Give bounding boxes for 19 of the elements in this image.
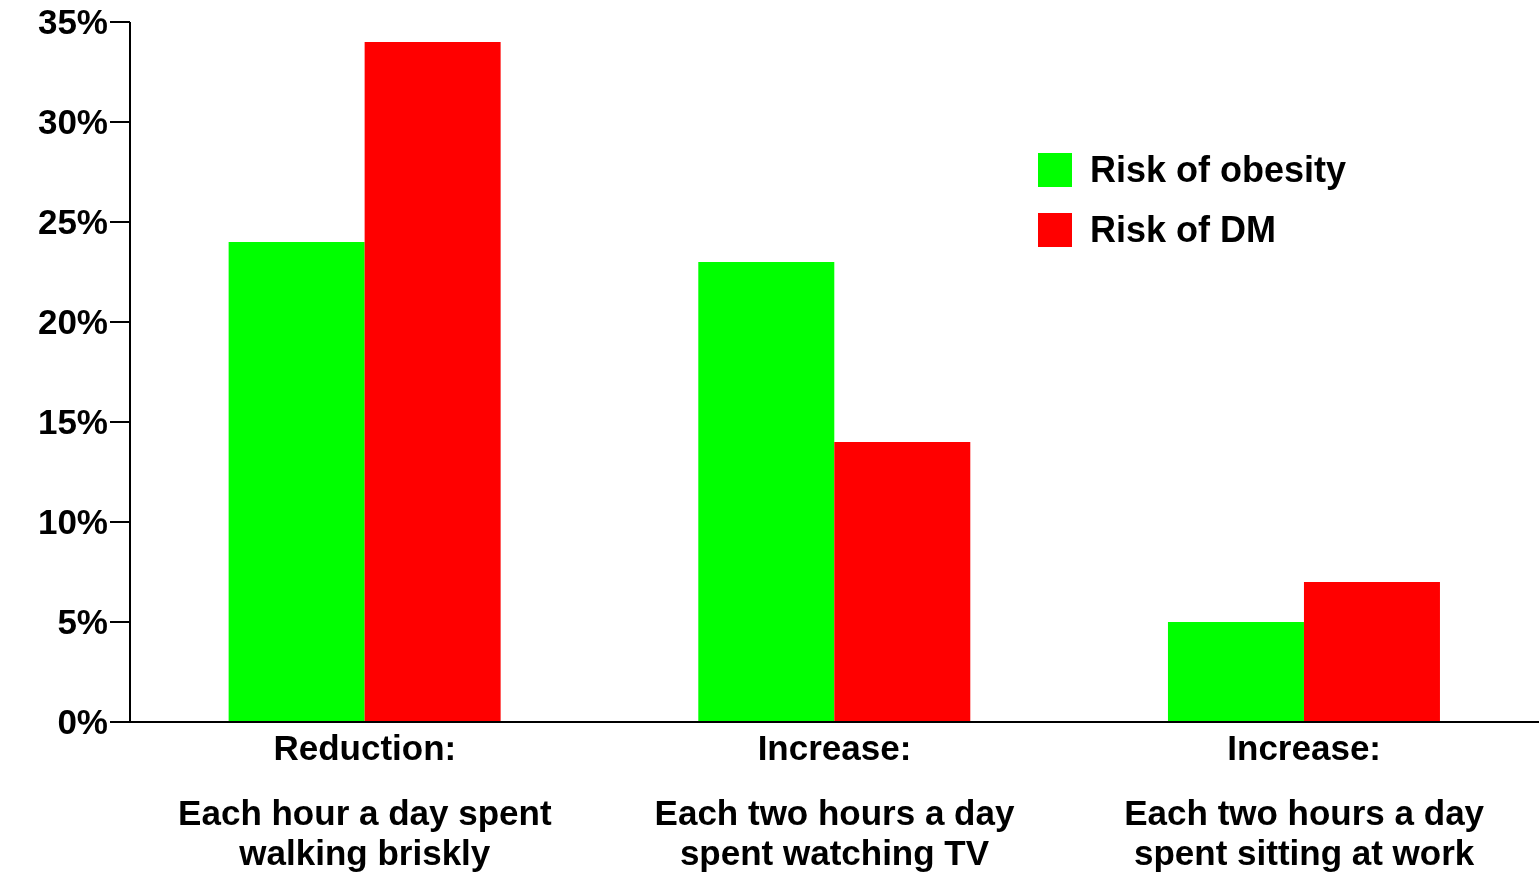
x-tick-label: Increase: Each two hours a day spent watching TV <box>654 728 1015 872</box>
legend-label: Risk of obesity <box>1090 149 1347 191</box>
legend-label: Risk of DM <box>1090 209 1277 251</box>
y-tick-label: 30% <box>37 102 108 142</box>
y-tick-label: 5% <box>57 602 108 642</box>
y-tick-label: 20% <box>37 302 108 342</box>
x-tick-label: Reduction: Each hour a day spent walking briskly <box>178 728 552 872</box>
y-tick-label: 15% <box>37 402 108 442</box>
bar <box>228 242 365 722</box>
y-tick-label: 10% <box>37 502 108 542</box>
bar <box>834 442 971 722</box>
y-tick-label: 0% <box>57 702 108 742</box>
y-tick-label: 25% <box>37 202 108 242</box>
bar <box>1167 622 1304 722</box>
x-tick-label: Increase: Each two hours a day spent sitting at work <box>1124 728 1485 872</box>
bar <box>698 262 835 722</box>
bar <box>1303 582 1440 722</box>
y-tick-label: 35% <box>37 2 108 42</box>
bar <box>364 42 501 722</box>
